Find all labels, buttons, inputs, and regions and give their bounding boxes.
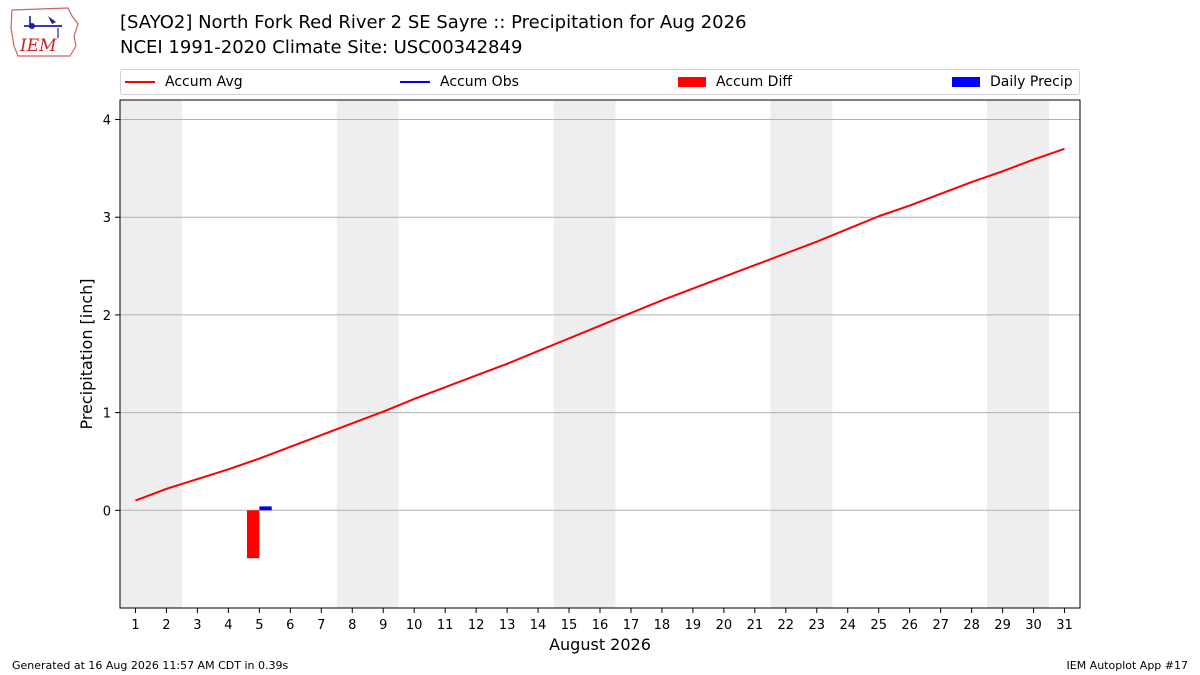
legend-label-accum-avg: Accum Avg [165,74,243,90]
x-tick-label-22: 22 [778,618,795,633]
x-tick-label-6: 6 [286,618,294,633]
x-tick-label-13: 13 [499,618,516,633]
x-tick-label-27: 27 [932,618,949,633]
legend-label-accum-obs: Accum Obs [440,74,519,90]
x-tick-label-20: 20 [716,618,733,633]
x-tick-label-28: 28 [963,618,980,633]
x-tick-label-11: 11 [437,618,454,633]
legend-swatch-accum-diff [678,77,706,87]
y-tick-label-0: 0 [103,504,111,519]
weekend-shade-1 [336,100,399,608]
x-tick-label-10: 10 [406,618,423,633]
bar-accum-diff-0 [246,510,260,559]
x-tick-label-19: 19 [685,618,702,633]
generated-timestamp: Generated at 16 Aug 2026 11:57 AM CDT in… [12,659,289,672]
x-tick-label-18: 18 [654,618,671,633]
chart-legend: Accum Avg Accum Obs Accum Diff Daily Pre… [120,69,1080,95]
logo-text: IEM [19,36,57,56]
weekend-shade-3 [770,100,833,608]
x-tick-label-3: 3 [193,618,201,633]
legend-swatch-daily-precip [952,77,980,87]
weekend-shade-4 [987,100,1050,608]
x-axis-label: August 2026 [549,635,651,654]
legend-item-daily-precip: Daily Precip [952,70,1073,94]
legend-item-accum-diff: Accum Diff [678,70,792,94]
x-tick-label-21: 21 [747,618,764,633]
bar-daily-precip-0 [259,506,272,511]
y-tick-label-1: 1 [103,407,111,422]
legend-swatch-accum-obs [400,81,430,83]
y-tick-label-2: 2 [103,309,111,324]
x-tick-label-8: 8 [348,618,356,633]
y-axis-label: Precipitation [inch] [77,278,96,429]
chart-title: [SAYO2] North Fork Red River 2 SE Sayre … [120,12,747,33]
x-tick-label-29: 29 [994,618,1011,633]
x-tick-label-23: 23 [809,618,826,633]
y-tick-label-3: 3 [103,211,111,226]
x-tick-label-17: 17 [623,618,640,633]
legend-swatch-accum-avg [125,81,155,83]
x-tick-label-9: 9 [379,618,387,633]
weekend-shade-2 [553,100,616,608]
y-tick-label-4: 4 [103,114,111,129]
x-tick-label-12: 12 [468,618,485,633]
x-tick-label-7: 7 [317,618,325,633]
x-tick-label-25: 25 [870,618,887,633]
iowa-state-outline-icon [10,7,79,57]
legend-item-accum-avg: Accum Avg [125,70,243,94]
x-tick-label-4: 4 [224,618,232,633]
x-tick-label-31: 31 [1056,618,1073,633]
app-credit: IEM Autoplot App #17 [1066,659,1189,672]
series-line-accum-avg [135,147,1065,502]
chart-subtitle: NCEI 1991-2020 Climate Site: USC00342849 [120,37,523,58]
x-tick-label-24: 24 [839,618,856,633]
weekend-shade-0 [120,100,182,608]
x-tick-label-16: 16 [592,618,609,633]
legend-label-daily-precip: Daily Precip [990,74,1073,90]
legend-item-accum-obs: Accum Obs [400,70,519,94]
legend-label-accum-diff: Accum Diff [716,74,793,90]
x-tick-label-5: 5 [255,618,263,633]
x-tick-label-1: 1 [131,618,139,633]
x-tick-label-2: 2 [162,618,170,633]
x-tick-label-14: 14 [530,618,547,633]
x-tick-label-30: 30 [1025,618,1042,633]
iem-logo: IEM [10,7,79,57]
x-tick-label-15: 15 [561,618,578,633]
x-tick-label-26: 26 [901,618,918,633]
